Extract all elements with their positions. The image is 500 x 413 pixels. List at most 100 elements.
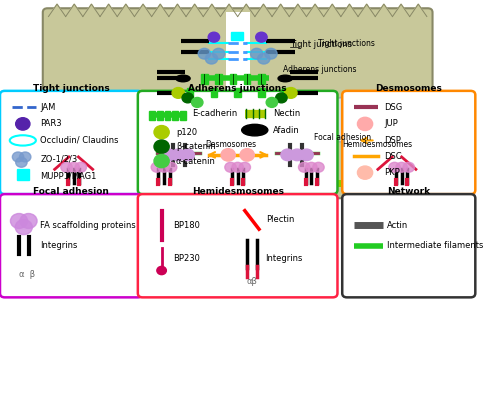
Text: Tight junctions: Tight junctions (318, 39, 376, 48)
Bar (234, 88, 241, 97)
Circle shape (225, 162, 236, 172)
Bar (157, 111, 162, 120)
Text: Afadin: Afadin (274, 126, 300, 135)
Ellipse shape (176, 75, 190, 82)
Circle shape (154, 126, 169, 139)
Text: BP230: BP230 (174, 254, 201, 263)
Text: Focal adhesion: Focal adhesion (34, 187, 109, 196)
Text: PAR3: PAR3 (40, 119, 62, 128)
Polygon shape (306, 4, 324, 17)
Text: Plectin: Plectin (266, 215, 294, 224)
Polygon shape (100, 4, 117, 17)
Text: Desmosomes: Desmosomes (205, 140, 256, 149)
Polygon shape (238, 4, 255, 17)
Polygon shape (48, 4, 66, 17)
Bar (16, 169, 28, 180)
FancyBboxPatch shape (138, 194, 338, 297)
Circle shape (158, 162, 170, 172)
Bar (244, 74, 250, 84)
Circle shape (256, 32, 267, 42)
Circle shape (281, 149, 294, 161)
Bar (230, 74, 236, 84)
Polygon shape (376, 4, 392, 17)
Bar (187, 88, 194, 97)
Circle shape (221, 149, 236, 161)
FancyBboxPatch shape (342, 91, 475, 194)
Text: α  β: α β (19, 270, 35, 279)
Bar (149, 111, 155, 120)
FancyBboxPatch shape (0, 91, 142, 194)
Circle shape (15, 220, 32, 235)
Text: β-catenin: β-catenin (176, 142, 216, 151)
FancyBboxPatch shape (0, 194, 142, 297)
Circle shape (389, 162, 400, 172)
Text: Nectin: Nectin (274, 109, 300, 118)
Bar (258, 88, 264, 97)
Circle shape (75, 162, 86, 172)
Bar (258, 74, 264, 84)
Text: Tight junctions: Tight junctions (33, 84, 110, 93)
Ellipse shape (278, 75, 292, 82)
Text: Integrins: Integrins (40, 241, 78, 250)
Polygon shape (152, 4, 169, 17)
Circle shape (240, 149, 254, 161)
Bar (201, 74, 207, 84)
Circle shape (16, 118, 30, 130)
Circle shape (306, 162, 317, 172)
Circle shape (12, 152, 24, 162)
Circle shape (68, 162, 80, 172)
Bar (210, 88, 217, 97)
Polygon shape (290, 4, 306, 17)
Circle shape (162, 149, 175, 161)
Circle shape (154, 140, 169, 153)
Text: Network: Network (387, 187, 430, 196)
Polygon shape (83, 4, 100, 17)
Text: αβ: αβ (246, 277, 257, 286)
Text: Occludin/ Claudins: Occludin/ Claudins (40, 136, 119, 145)
Polygon shape (134, 4, 152, 17)
Text: DSC: DSC (384, 152, 402, 161)
Circle shape (206, 53, 218, 64)
Text: p120: p120 (176, 128, 197, 137)
Circle shape (151, 162, 162, 172)
Text: Desmosomes: Desmosomes (376, 84, 442, 93)
Polygon shape (66, 4, 83, 17)
Circle shape (239, 162, 250, 172)
Circle shape (403, 162, 414, 172)
Polygon shape (255, 4, 272, 17)
Text: Tight junctions: Tight junctions (290, 40, 352, 50)
Circle shape (358, 117, 372, 131)
Text: Adherens junctions: Adherens junctions (188, 84, 287, 93)
Circle shape (154, 154, 169, 168)
Text: FA scaffolding proteins: FA scaffolding proteins (40, 221, 136, 230)
Circle shape (298, 162, 310, 172)
Circle shape (396, 162, 407, 172)
Circle shape (192, 97, 203, 107)
Polygon shape (392, 4, 409, 17)
Polygon shape (358, 4, 375, 17)
Circle shape (250, 48, 263, 59)
Text: DSP: DSP (384, 136, 401, 145)
Circle shape (157, 266, 166, 275)
FancyBboxPatch shape (342, 194, 475, 297)
Circle shape (166, 162, 177, 172)
Circle shape (232, 162, 243, 172)
Bar (226, 12, 250, 194)
Text: JUP: JUP (384, 119, 398, 128)
Ellipse shape (242, 124, 268, 136)
FancyBboxPatch shape (43, 8, 432, 198)
Text: MUPP1/MAG1: MUPP1/MAG1 (40, 171, 97, 180)
Polygon shape (341, 4, 358, 17)
Circle shape (181, 149, 194, 161)
Text: α-catenin: α-catenin (176, 157, 216, 166)
Circle shape (198, 48, 210, 59)
Text: E-cadherin: E-cadherin (192, 109, 238, 118)
Bar (232, 32, 243, 40)
Circle shape (20, 152, 31, 162)
Circle shape (172, 149, 185, 161)
Polygon shape (220, 4, 238, 17)
FancyBboxPatch shape (138, 91, 338, 194)
Circle shape (16, 157, 27, 167)
Text: Hemidesmosomes: Hemidesmosomes (192, 187, 284, 196)
Text: ZO-1/2/3: ZO-1/2/3 (40, 154, 78, 164)
